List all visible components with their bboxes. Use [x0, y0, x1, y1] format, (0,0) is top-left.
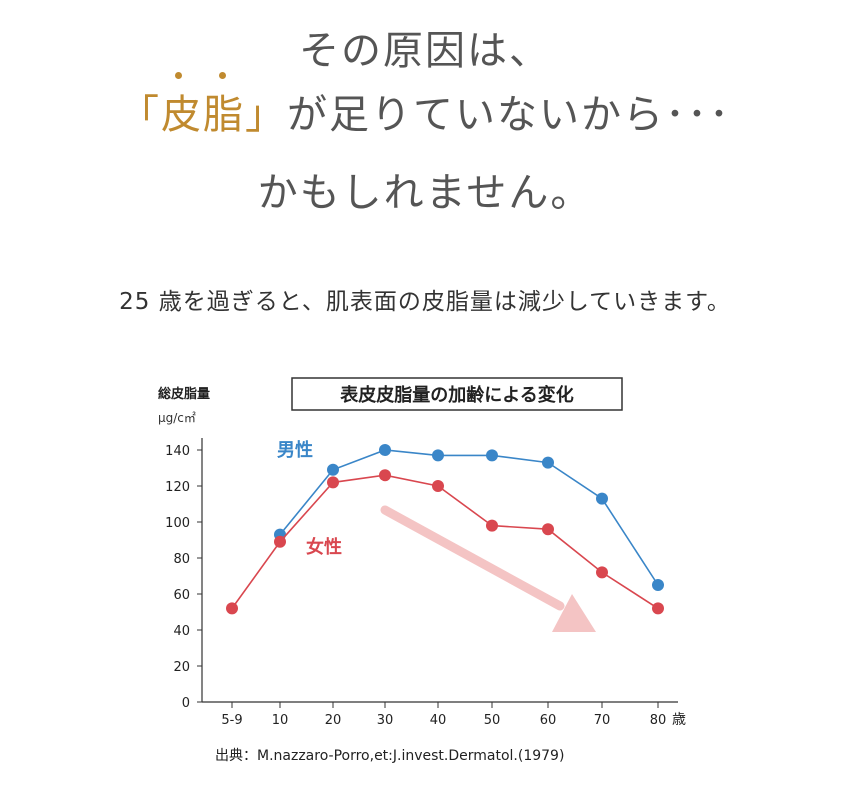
data-point-female	[432, 480, 444, 492]
chart-title-box	[291, 377, 623, 411]
accent-open-bracket: 「	[119, 92, 161, 138]
data-point-male	[432, 449, 444, 462]
x-tick-label: 5-9	[221, 713, 242, 728]
headline-line-3: かもしれません。	[257, 170, 593, 216]
accent-close-bracket: 」	[245, 92, 287, 138]
y-axis-unit: μg/c㎡	[158, 411, 196, 425]
data-point-female	[226, 602, 238, 615]
data-point-male	[327, 463, 339, 476]
y-tick-label: 120	[165, 480, 190, 495]
y-tick-label: 0	[182, 696, 190, 711]
x-tick-label: 50	[484, 713, 501, 728]
data-point-male	[379, 444, 391, 456]
data-point-male	[652, 579, 664, 591]
headline-line-2-rest: が足りていないから･･･	[287, 92, 731, 138]
data-point-female	[327, 476, 339, 489]
series-line-male	[279, 449, 659, 586]
data-point-female	[274, 535, 286, 548]
chart-title: 表皮皮脂量の加齢による変化	[340, 384, 573, 406]
headline-line-1: その原因は、	[299, 28, 551, 74]
x-tick-label: 70	[594, 713, 611, 728]
x-tick-label: 30	[377, 713, 394, 728]
series-label-male: 男性	[277, 439, 313, 461]
accent-word: 皮脂	[161, 72, 245, 140]
decline-arrow-shaft	[380, 505, 565, 611]
y-axis-label: 総皮脂量	[158, 386, 210, 402]
x-tick-label: 80	[650, 713, 667, 728]
data-point-male	[486, 449, 498, 462]
data-point-female	[486, 519, 498, 532]
data-point-female	[379, 469, 391, 482]
y-tick-label: 80	[173, 552, 190, 567]
y-tick-label: 140	[165, 444, 190, 459]
x-tick-label: 10	[272, 713, 289, 728]
x-tick-label: 40	[430, 713, 447, 728]
y-tick-label: 40	[173, 624, 190, 639]
sebum-chart: 総皮脂量 μg/c㎡ 表皮皮脂量の加齢による変化 0 20 40 60 80 100 120 140…	[158, 377, 686, 728]
intro-text: 25 歳を過ぎると、肌表面の皮脂量は減少していきます。	[119, 289, 731, 315]
x-tick-label: 20	[325, 713, 342, 728]
series-label-female: 女性	[306, 536, 342, 558]
data-point-female	[542, 523, 554, 536]
data-point-male	[596, 492, 608, 505]
x-tick-label: 60	[540, 713, 557, 728]
emphasis-dot	[175, 72, 182, 79]
y-tick-label: 20	[173, 660, 190, 675]
emphasis-dot	[219, 72, 226, 79]
accent-text: 皮脂	[161, 92, 245, 138]
y-tick-label: 60	[173, 588, 190, 603]
data-point-female	[652, 602, 664, 615]
source-citation: 出典：M.nazzaro-Porro,et:J.invest.Dermatol.…	[215, 748, 565, 764]
y-tick-label: 100	[165, 516, 190, 531]
decline-arrow-head	[552, 594, 596, 632]
headline-line-2: 「皮脂」が足りていないから･･･	[0, 72, 850, 140]
data-point-female	[596, 566, 608, 579]
x-axis-unit: 歳	[672, 712, 686, 728]
data-point-male	[542, 456, 554, 469]
